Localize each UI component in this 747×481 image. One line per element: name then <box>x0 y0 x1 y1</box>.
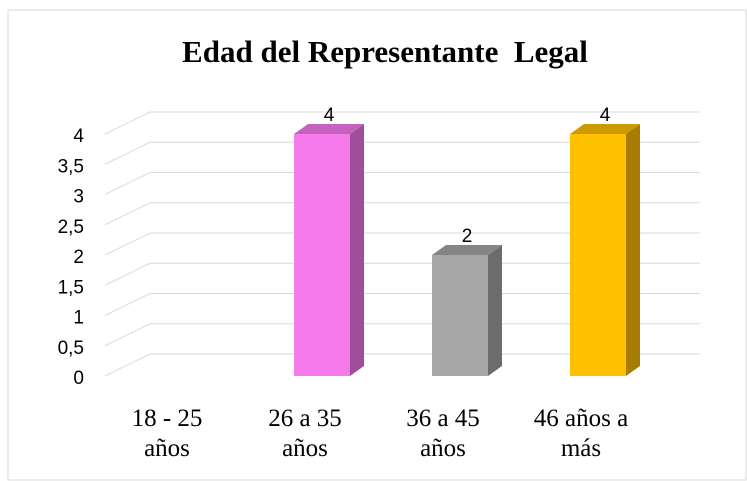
bar-side <box>626 124 640 376</box>
chart-title: Edad del Representante Legal <box>182 34 588 69</box>
x-tick-label: 36 a 45 años <box>406 405 480 462</box>
y-tick-label: 2 <box>73 247 84 268</box>
grid-line <box>104 202 700 226</box>
data-label: 2 <box>462 226 473 247</box>
grid-line <box>104 323 700 347</box>
data-label: 4 <box>600 105 611 126</box>
y-tick-label: 3 <box>73 187 84 208</box>
bar-top <box>294 124 364 134</box>
x-tick-label: 18 - 25 años <box>131 405 203 462</box>
bar-top <box>432 245 502 255</box>
bar-side <box>350 124 364 376</box>
bar-side <box>488 245 502 376</box>
y-tick-label: 0 <box>73 368 84 389</box>
chart-frame <box>7 9 747 481</box>
grid-line <box>104 232 700 256</box>
grid-line <box>104 293 700 316</box>
y-tick-label: 2,5 <box>58 217 84 238</box>
grid-line <box>104 141 700 165</box>
grid-line <box>104 172 700 195</box>
bar <box>570 134 626 376</box>
x-tick-label: 46 años a más <box>533 405 629 462</box>
y-tick-label: 3,5 <box>58 156 84 177</box>
grid-line <box>104 262 700 286</box>
grid-line <box>104 111 700 135</box>
x-tick-label: 26 a 35 años <box>268 405 342 462</box>
y-tick-label: 1 <box>73 308 84 329</box>
y-tick-label: 1,5 <box>58 277 84 298</box>
bar <box>432 255 488 376</box>
grid-line <box>104 353 700 377</box>
y-tick-label: 0,5 <box>58 338 84 359</box>
data-label: 4 <box>324 105 335 126</box>
bar <box>294 134 350 376</box>
y-tick-label: 4 <box>73 126 84 147</box>
bar-top <box>570 124 640 134</box>
